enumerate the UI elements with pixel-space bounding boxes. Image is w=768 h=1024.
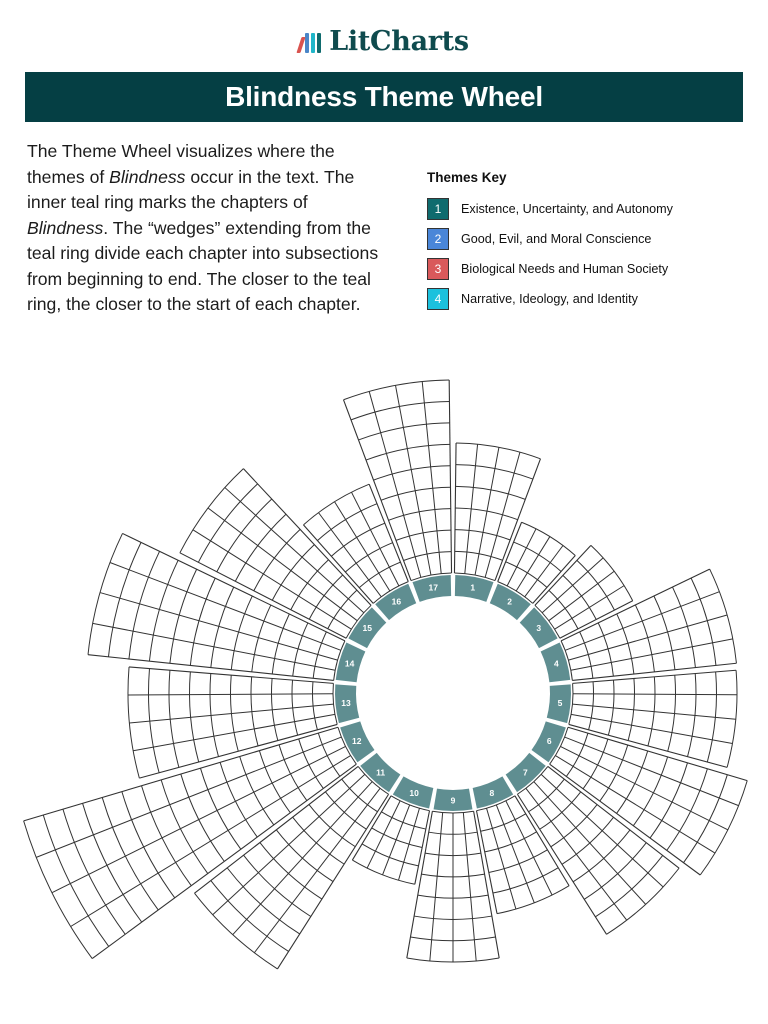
chapter-segment-5 xyxy=(546,684,571,724)
chapter-number: 16 xyxy=(392,597,402,607)
logo-bar xyxy=(311,32,316,53)
chapter-number: 11 xyxy=(376,767,385,777)
chapter-wedge-9 xyxy=(406,810,500,963)
theme-swatch: 3 xyxy=(427,258,449,280)
theme-label: Good, Evil, and Moral Conscience xyxy=(461,232,652,246)
theme-label: Existence, Uncertainty, and Autonomy xyxy=(461,202,673,216)
chapter-number: 9 xyxy=(451,796,456,806)
chapter-wedge-14 xyxy=(87,532,346,682)
chapter-number: 5 xyxy=(558,698,563,708)
theme-key-item: 3 Biological Needs and Human Society xyxy=(427,254,747,284)
theme-label: Biological Needs and Human Society xyxy=(461,262,669,276)
chapter-segment-2 xyxy=(489,583,531,621)
chapter-segment-16 xyxy=(375,583,417,621)
chapter-wedge-6 xyxy=(549,726,748,876)
chapter-segment-8 xyxy=(472,776,514,809)
chapter-number: 4 xyxy=(554,659,559,669)
theme-key-item: 4 Narrative, Ideology, and Identity xyxy=(427,284,747,314)
chapter-wedge-12 xyxy=(23,726,357,960)
chapter-number: 15 xyxy=(362,623,372,633)
chapter-segment-15 xyxy=(348,607,387,649)
chapter-number: 2 xyxy=(507,597,512,607)
theme-label: Narrative, Ideology, and Identity xyxy=(461,292,638,306)
litcharts-logo: LitCharts xyxy=(0,26,768,57)
chapter-wedge-15 xyxy=(179,468,372,639)
intro-paragraph: The Theme Wheel visualizes where the the… xyxy=(27,139,387,318)
chapter-segment-10 xyxy=(392,776,434,809)
chapter-wedge-10 xyxy=(351,795,431,885)
chapter-wedge-8 xyxy=(475,795,570,915)
book-title: Blindness xyxy=(27,217,104,238)
intro-text: occur in the text. The inner teal ring m… xyxy=(27,166,355,213)
themes-key: Themes Key 1 Existence, Uncertainty, and… xyxy=(427,170,747,314)
book-spines-icon xyxy=(296,31,322,53)
wedge-grid-layer xyxy=(23,379,748,970)
chapter-number: 3 xyxy=(536,623,541,633)
theme-swatch: 1 xyxy=(427,198,449,220)
theme-swatch: 2 xyxy=(427,228,449,250)
chapter-segment-14 xyxy=(335,642,366,683)
chapter-number: 17 xyxy=(429,582,439,592)
chapter-wedge-3 xyxy=(534,545,634,639)
chapter-number: 7 xyxy=(523,767,528,777)
chapter-wedge-17 xyxy=(342,379,453,582)
chapter-wedge-2 xyxy=(497,521,576,604)
chapter-wedge-11 xyxy=(194,766,390,970)
title-banner: Blindness Theme Wheel xyxy=(25,72,743,122)
chapter-number: 14 xyxy=(345,659,355,669)
chapter-number: 12 xyxy=(352,736,362,746)
chapter-number: 13 xyxy=(341,698,351,708)
brand-name: LitCharts xyxy=(329,26,469,57)
chapter-number: 8 xyxy=(489,788,494,798)
chapter-wedge-16 xyxy=(303,483,409,604)
book-title: Blindness xyxy=(109,166,186,187)
chapter-number: 10 xyxy=(409,788,419,798)
chapter-segment-4 xyxy=(540,642,571,683)
theme-key-item: 1 Existence, Uncertainty, and Autonomy xyxy=(427,194,747,224)
chapter-segment-12 xyxy=(340,721,375,763)
chapter-segment-17 xyxy=(412,575,452,602)
chapter-segment-1 xyxy=(454,575,494,602)
logo-bar xyxy=(305,32,310,53)
chapter-wedge-4 xyxy=(560,568,737,682)
chapter-number: 6 xyxy=(547,736,552,746)
chapter-wedge-1 xyxy=(453,442,541,582)
chapter-segment-6 xyxy=(531,721,566,763)
chapter-number: 1 xyxy=(470,582,475,592)
chapter-segment-9 xyxy=(433,788,473,811)
page-title: Blindness Theme Wheel xyxy=(225,81,543,112)
chapter-wedge-7 xyxy=(516,766,680,935)
chapter-segment-3 xyxy=(519,607,558,649)
theme-swatch: 4 xyxy=(427,288,449,310)
chapter-wedge-13 xyxy=(127,666,338,779)
logo-bar xyxy=(317,32,322,53)
chapter-segment-13 xyxy=(335,684,360,724)
chapter-segment-7 xyxy=(505,752,546,793)
themes-key-title: Themes Key xyxy=(427,170,507,185)
theme-key-item: 2 Good, Evil, and Moral Conscience xyxy=(427,224,747,254)
chapter-wedge-5 xyxy=(568,669,738,768)
chapter-segment-11 xyxy=(360,752,401,793)
intro-text: The Theme Wheel visualizes where the the… xyxy=(27,141,335,187)
intro-text: . The “wedges” extending from the teal r… xyxy=(27,217,379,315)
